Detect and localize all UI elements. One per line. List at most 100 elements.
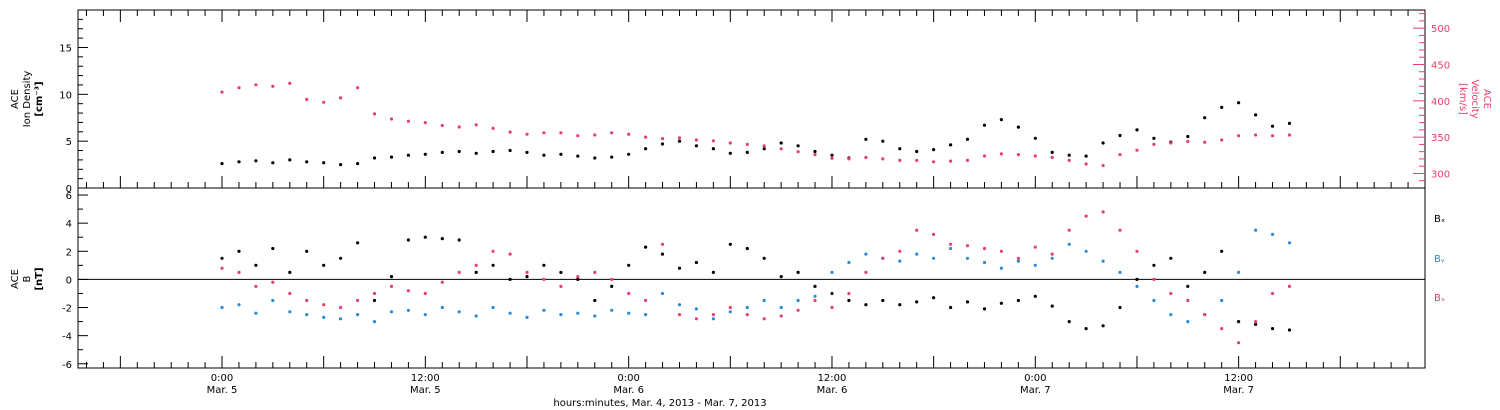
density-point <box>457 149 461 154</box>
bz-point <box>1203 313 1207 317</box>
density-point <box>322 161 326 165</box>
time-tick-label: 12:00 <box>818 373 847 384</box>
bx-point <box>254 263 258 267</box>
by-point <box>610 308 614 312</box>
bx-point <box>1169 256 1173 260</box>
bz-point <box>1220 327 1224 331</box>
bx-point <box>356 241 360 245</box>
time-tick-label: 0:00 <box>617 373 639 384</box>
by-point <box>1118 270 1122 274</box>
by-point <box>288 310 292 314</box>
bx-point <box>1152 263 1156 267</box>
bx-point <box>440 237 444 241</box>
velocity-point <box>254 83 258 87</box>
legend-bx: Bₓ <box>1434 214 1445 225</box>
bz-point <box>1169 291 1173 296</box>
by-point <box>915 252 919 256</box>
density-point <box>965 137 970 141</box>
density-point <box>1084 154 1088 158</box>
by-point <box>305 313 309 317</box>
by-point <box>1101 259 1105 263</box>
density-point <box>1254 113 1258 117</box>
bx-point <box>576 277 580 281</box>
by-point <box>1270 232 1275 236</box>
bz-point <box>694 317 699 321</box>
velocity-point <box>1033 154 1037 158</box>
density-point <box>559 152 563 156</box>
density-point <box>1152 136 1156 140</box>
b-tick-label: 2 <box>66 247 72 258</box>
date-tick-label: Mar. 6 <box>817 385 848 396</box>
density-tick-label: 5 <box>66 137 72 148</box>
bz-point <box>389 284 394 288</box>
bx-point <box>982 307 987 311</box>
by-point <box>982 260 987 265</box>
bx-point <box>1084 327 1088 331</box>
velocity-point <box>372 112 377 116</box>
velocity-point <box>1203 140 1207 144</box>
bz-point <box>271 280 275 284</box>
by-point <box>1016 259 1021 263</box>
bz-point <box>406 289 410 293</box>
bz-point <box>508 252 512 256</box>
bx-point <box>1118 305 1122 310</box>
by-point <box>813 294 817 298</box>
velocity-point <box>644 135 648 139</box>
by-point <box>677 303 682 307</box>
bz-point <box>982 246 987 251</box>
time-tick-label: 12:00 <box>1224 373 1253 384</box>
by-point <box>745 305 749 310</box>
velocity-point <box>864 155 868 160</box>
density-tick-label: 10 <box>59 90 72 101</box>
bx-point <box>339 256 343 260</box>
density-point <box>610 155 614 159</box>
plasma-panel-frame <box>77 9 1426 189</box>
velocity-point <box>728 141 732 145</box>
bz-point <box>1084 214 1088 218</box>
density-point <box>372 156 377 160</box>
density-point <box>881 139 885 143</box>
bx-point <box>711 270 716 274</box>
density-point <box>356 162 360 166</box>
bz-point <box>254 284 258 288</box>
bx-point <box>1016 298 1021 303</box>
time-tick-label: 0:00 <box>211 373 233 384</box>
by-point <box>356 313 360 317</box>
velocity-point <box>271 84 275 88</box>
magnetic-panel: -6 -4 -2 0 2 4 6 ACE B [nT] Bₓ Bᵧ Bₓ <box>10 187 1445 371</box>
by-point <box>1084 249 1088 253</box>
by-point <box>796 298 800 303</box>
bz-point <box>864 270 868 274</box>
bx-point <box>694 260 699 265</box>
bz-point <box>593 270 597 274</box>
density-point <box>288 158 292 162</box>
velocity-point <box>660 137 665 141</box>
velocity-point <box>999 152 1004 156</box>
density-point <box>1237 101 1241 105</box>
velocity-point <box>982 154 987 158</box>
velocity-tick-label: 450 <box>1431 60 1450 71</box>
density-point <box>474 151 478 155</box>
bz-point <box>1254 320 1258 324</box>
by-point <box>1186 320 1190 324</box>
b-tick-label: -2 <box>62 304 72 315</box>
density-point <box>491 149 495 154</box>
density-point <box>406 153 410 157</box>
density-point <box>1101 141 1105 145</box>
date-tick-label: Mar. 5 <box>410 385 441 396</box>
bz-point <box>627 291 631 296</box>
velocity-ylabel-line3: [km/s] <box>1457 83 1468 115</box>
density-point <box>1067 153 1071 157</box>
velocity-point <box>949 159 953 163</box>
bz-point <box>237 270 241 274</box>
bz-point <box>1050 252 1054 256</box>
bx-point <box>898 303 902 307</box>
density-point <box>898 147 902 151</box>
bz-point <box>1237 341 1241 345</box>
by-point <box>508 311 512 315</box>
bz-point <box>881 256 885 260</box>
density-point <box>271 161 275 165</box>
density-point <box>915 149 919 154</box>
